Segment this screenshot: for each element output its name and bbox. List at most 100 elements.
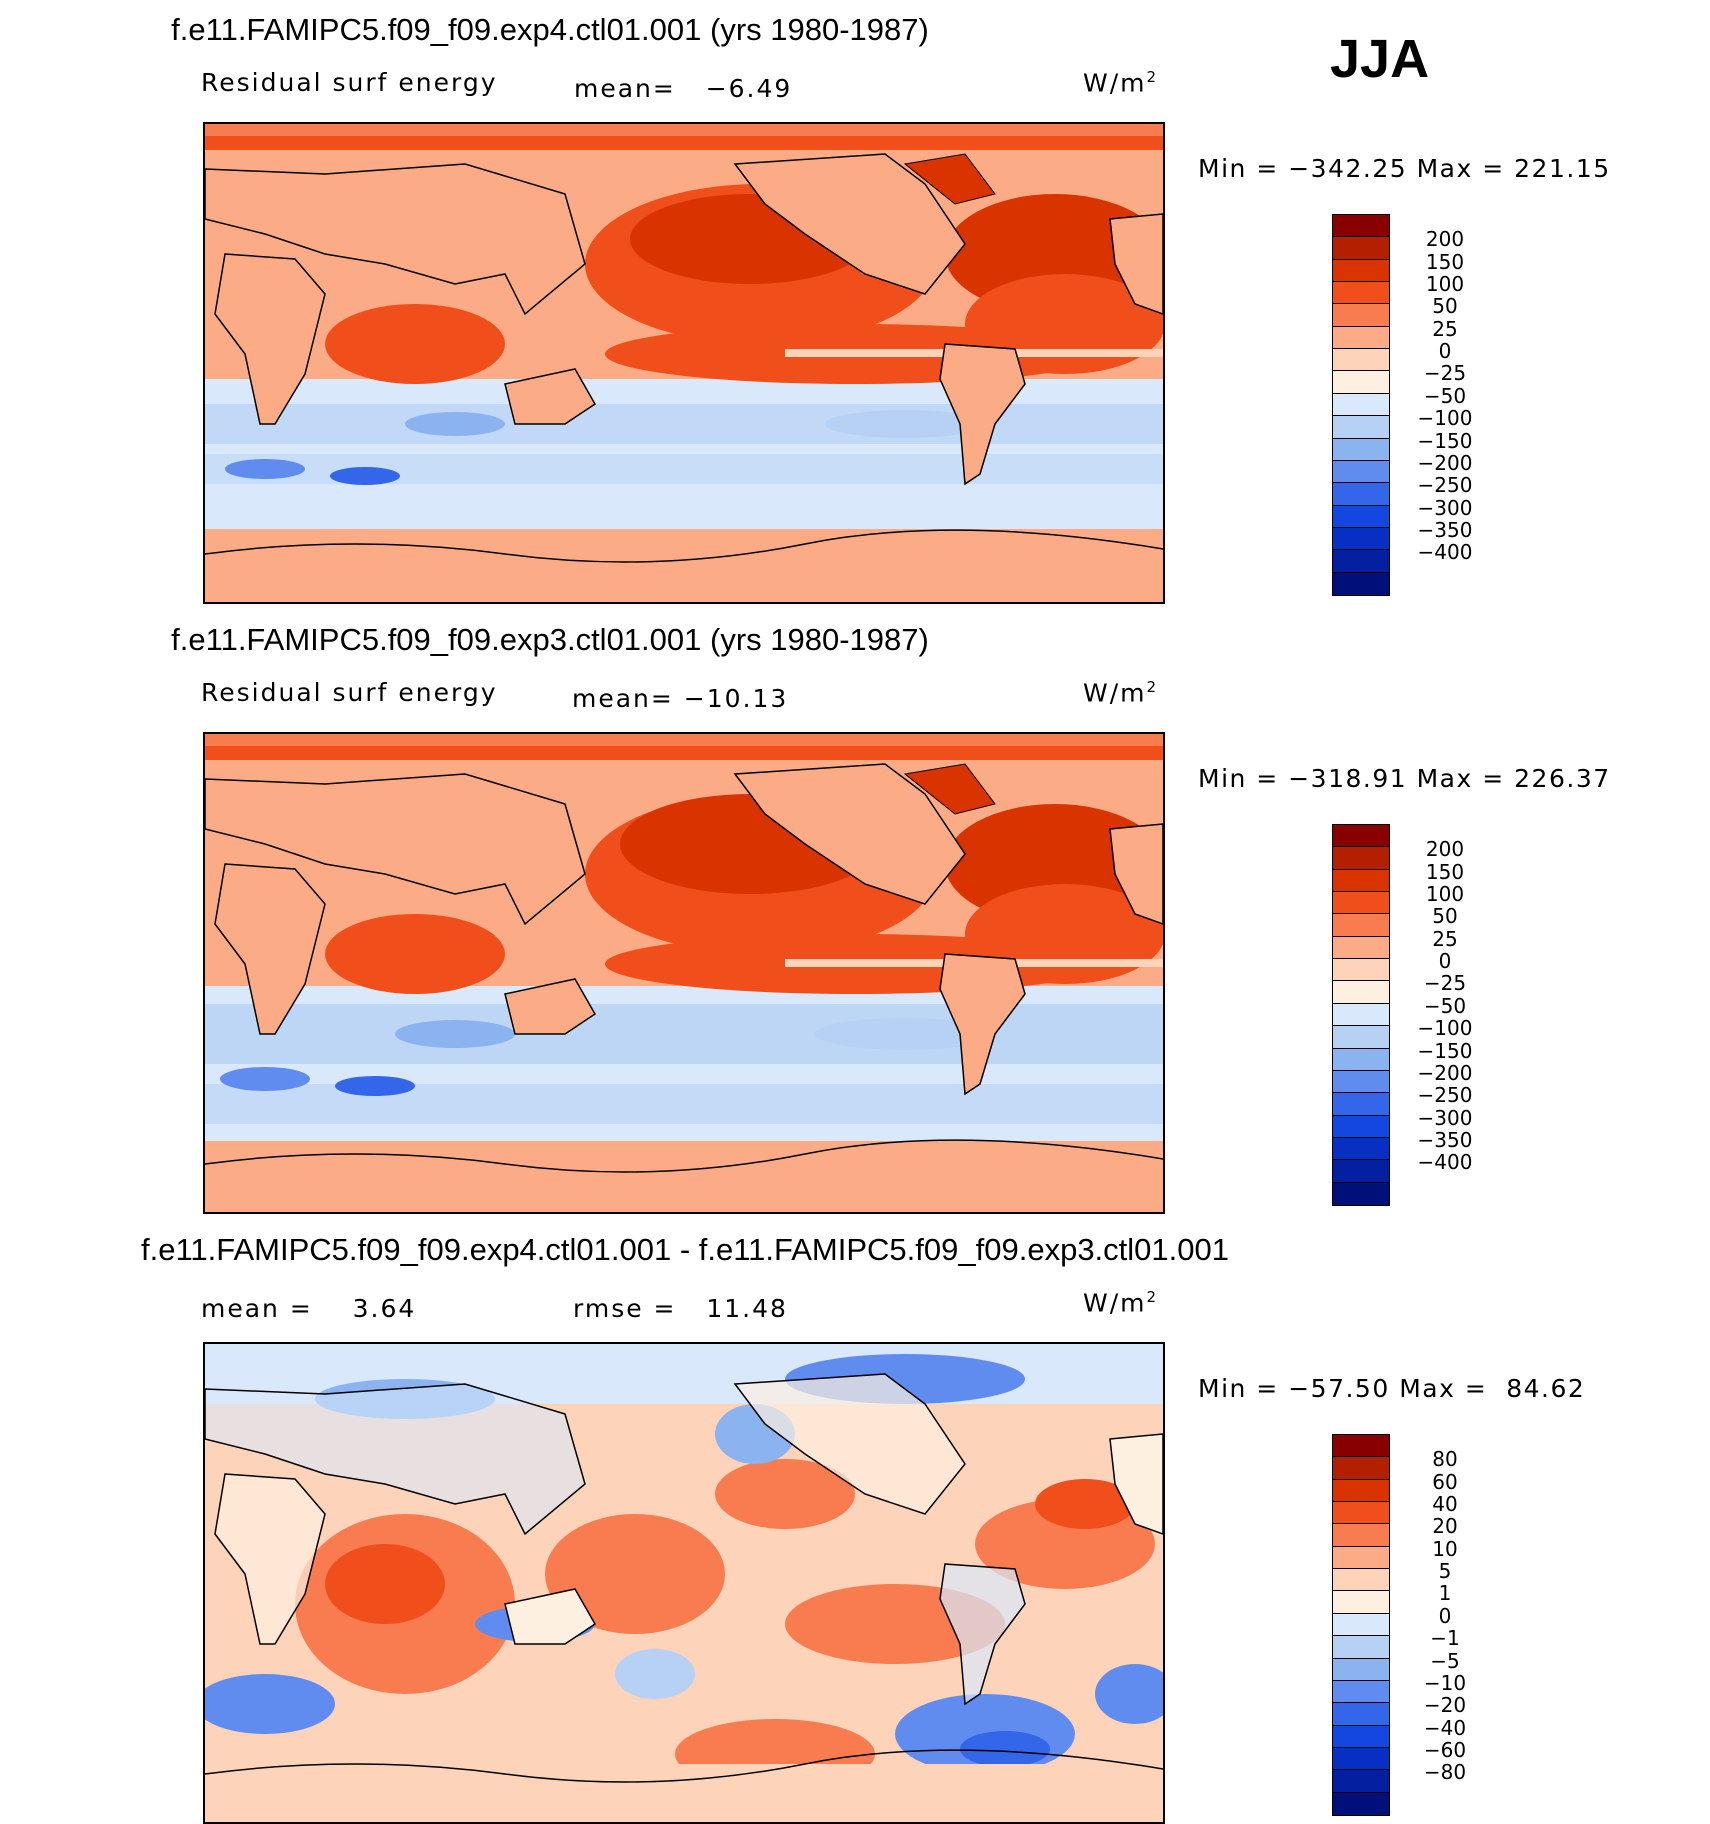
panel-3-rmse-value: 11.48: [706, 1294, 788, 1323]
colorbar-swatch: [1332, 1545, 1390, 1570]
colorbar-label: 150: [1425, 859, 1465, 884]
panel-1-max-value: 221.15: [1514, 154, 1611, 183]
colorbar-label: −150: [1417, 428, 1473, 453]
colorbar-label: 1: [1438, 1581, 1452, 1606]
panel-3-title: f.e11.FAMIPC5.f09_f09.exp4.ctl01.001 - f…: [141, 1232, 1229, 1267]
colorbar-swatch: [1332, 1136, 1390, 1161]
colorbar-swatch: [1332, 1092, 1390, 1116]
colorbar-swatch: [1332, 1791, 1390, 1816]
colorbar-label: −200: [1417, 1060, 1473, 1085]
colorbar-swatch: [1332, 459, 1390, 484]
colorbar-swatch: [1332, 281, 1390, 305]
panel-3-max-label: Max =: [1399, 1374, 1488, 1403]
colorbar-label: 10: [1432, 1536, 1458, 1561]
colorbar-swatch: [1332, 1434, 1390, 1458]
panel-2-colorbar: [1332, 824, 1390, 1206]
panel-1-mean: mean= −6.49: [574, 74, 792, 103]
units-superscript: 2: [1146, 68, 1159, 86]
colorbar-swatch: [1332, 236, 1390, 260]
colorbar-label: 100: [1425, 882, 1465, 907]
panel-3-max-value: 84.62: [1506, 1374, 1586, 1403]
colorbar-swatch: [1332, 415, 1390, 439]
panel-1-max-label: Max =: [1416, 154, 1505, 183]
panel-1-min-value: −342.25: [1288, 154, 1408, 183]
panel-2-min-value: −318.91: [1288, 764, 1408, 793]
colorbar-swatch: [1332, 1746, 1390, 1771]
colorbar-label: 50: [1432, 294, 1458, 319]
colorbar-swatch: [1332, 437, 1390, 461]
panel-1-title: f.e11.FAMIPC5.f09_f09.exp4.ctl01.001 (yr…: [171, 12, 929, 47]
panel-3-colorbar: [1332, 1434, 1390, 1816]
panel-3-units: W/m2: [1083, 1288, 1158, 1317]
colorbar-label: −20: [1423, 1693, 1467, 1718]
colorbar-label: −100: [1417, 1016, 1473, 1041]
colorbar-label: −100: [1417, 406, 1473, 431]
colorbar-swatch: [1332, 1612, 1390, 1637]
panel-3-mean: mean = 3.64: [201, 1294, 416, 1323]
colorbar-label: 0: [1438, 949, 1452, 974]
colorbar-swatch: [1332, 824, 1390, 848]
units-superscript: 2: [1146, 1288, 1159, 1306]
colorbar-swatch: [1332, 504, 1390, 528]
season-label: JJA: [1330, 29, 1430, 89]
colorbar-label: −60: [1423, 1737, 1467, 1762]
colorbar-swatch: [1332, 325, 1390, 350]
colorbar-swatch: [1332, 258, 1390, 283]
panel-2-title: f.e11.FAMIPC5.f09_f09.exp3.ctl01.001 (yr…: [171, 622, 929, 657]
panel-2-mean: mean= −10.13: [572, 684, 788, 713]
panel-2-min-label: Min =: [1198, 764, 1279, 793]
colorbar-label: −250: [1417, 1083, 1473, 1108]
panel-3-rmse-label: rmse =: [573, 1294, 677, 1323]
colorbar-swatch: [1332, 891, 1390, 915]
colorbar-label: 25: [1432, 316, 1458, 341]
colorbar-label: −1: [1430, 1626, 1460, 1651]
colorbar-swatch: [1332, 1657, 1390, 1681]
colorbar-label: −40: [1423, 1715, 1467, 1740]
panel-1-mean-value: −6.49: [705, 74, 793, 103]
colorbar-swatch: [1332, 1159, 1390, 1183]
colorbar-swatch: [1332, 482, 1390, 506]
colorbar-label: 50: [1432, 904, 1458, 929]
colorbar-label: −300: [1417, 1105, 1473, 1130]
panel-2-map: [203, 732, 1165, 1214]
colorbar-swatch: [1332, 303, 1390, 327]
panel-1-min-label: Min =: [1198, 154, 1279, 183]
colorbar-label: −200: [1417, 450, 1473, 475]
colorbar-swatch: [1332, 1047, 1390, 1071]
colorbar-swatch: [1332, 1702, 1390, 1726]
colorbar-swatch: [1332, 1114, 1390, 1138]
panel-1-units: W/m2: [1083, 68, 1158, 97]
colorbar-swatch: [1332, 1025, 1390, 1049]
colorbar-label: 100: [1425, 272, 1465, 297]
colorbar-label: −25: [1423, 971, 1467, 996]
colorbar-swatch: [1332, 868, 1390, 893]
panel-2-map-svg: [205, 734, 1163, 1212]
colorbar-label: −5: [1430, 1648, 1460, 1673]
colorbar-label: 200: [1425, 227, 1465, 252]
panel-3-mean-value: 3.64: [352, 1294, 417, 1323]
colorbar-swatch: [1332, 526, 1390, 551]
colorbar-label: 0: [1438, 339, 1452, 364]
colorbar-swatch: [1332, 549, 1390, 573]
panel-3-map-svg: [205, 1344, 1163, 1822]
colorbar-swatch: [1332, 1590, 1390, 1614]
panel-2-units: W/m2: [1083, 678, 1158, 707]
colorbar-label: −350: [1417, 1127, 1473, 1152]
panel-2-minmax: Min = −318.91 Max = 226.37: [1198, 764, 1611, 793]
colorbar-label: −150: [1417, 1038, 1473, 1063]
panel-2-variable: Residual surf energy: [201, 678, 498, 707]
panel-2-mean-value: −10.13: [683, 684, 789, 713]
colorbar-label: 25: [1432, 926, 1458, 951]
colorbar-swatch: [1332, 1724, 1390, 1748]
colorbar-label: 60: [1432, 1469, 1458, 1494]
colorbar-label: −25: [1423, 361, 1467, 386]
colorbar-swatch: [1332, 214, 1390, 238]
colorbar-label: 80: [1432, 1447, 1458, 1472]
units-text: W/m: [1083, 68, 1147, 98]
panel-1-map-svg: [205, 124, 1163, 602]
panel-1-colorbar: [1332, 214, 1390, 596]
units-text: W/m: [1083, 678, 1147, 708]
colorbar-swatch: [1332, 1568, 1390, 1592]
colorbar-label: 0: [1438, 1603, 1452, 1628]
colorbar-swatch: [1332, 980, 1390, 1004]
